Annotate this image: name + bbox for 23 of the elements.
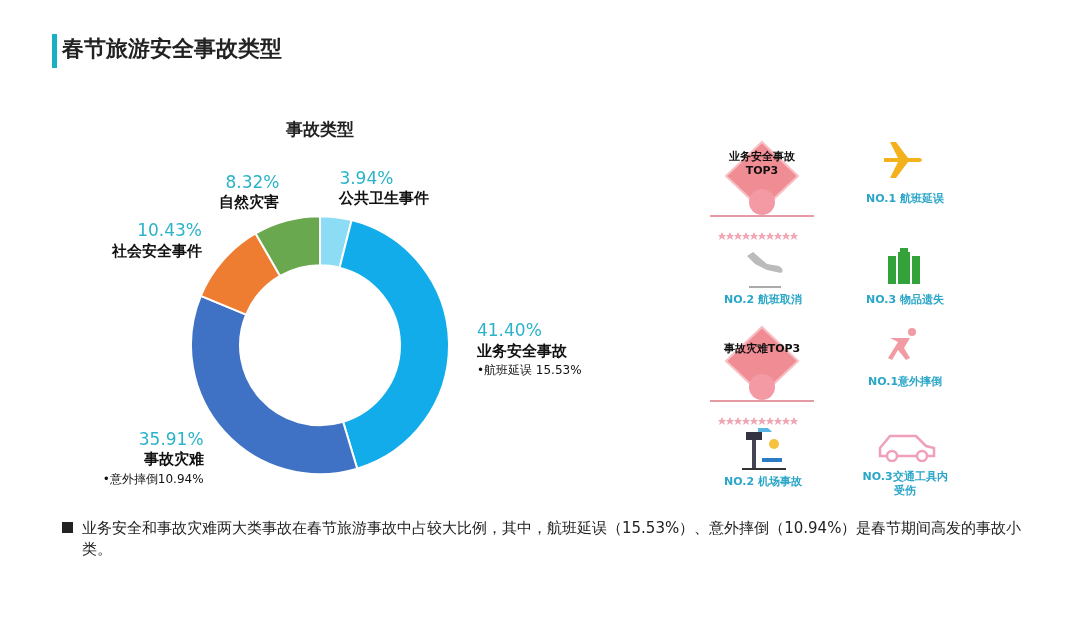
slice-label: 业务安全事故 [475, 341, 568, 360]
data-label: 8.32% [225, 171, 280, 192]
data-label: 41.40% [476, 320, 542, 341]
slice-label: 事故灾难 [142, 450, 204, 469]
text: NO.3 物品遗失 [865, 293, 945, 307]
text: •航班延误 15.53% [476, 362, 582, 377]
data-label: 35.91% [138, 428, 204, 449]
data-label: 3.94% [339, 167, 394, 188]
chart-title: 春节旅游安全事故类型 [62, 35, 282, 63]
slice-label: 公共卫生事件 [338, 189, 430, 208]
data-label: 10.43% [137, 220, 202, 241]
text: 业务安全事故TOP3 [728, 150, 796, 178]
slice-label: 社会安全事件 [111, 241, 202, 260]
text: NO.1意外摔倒 [866, 375, 944, 389]
text: •意外摔倒10.94% [102, 471, 204, 486]
text: NO.2 航班取消 [723, 293, 803, 307]
chart-subtitle: 事故类型 [285, 118, 354, 139]
text: 事故灾难TOP3 [722, 342, 802, 356]
text: NO.3交通工具内受伤 [862, 470, 948, 498]
text: NO.2 机场事故 [723, 475, 803, 489]
text: 业务安全和事故灾难两大类事故在春节旅游事故中占较大比例，其中，航班延误（15.53%）、意外摔倒（10.94%）是春节期间高发的事故小类。 [82, 518, 1023, 560]
slice-label: 自然灾害 [219, 193, 280, 212]
text: NO.1 航班延误 [865, 192, 945, 206]
